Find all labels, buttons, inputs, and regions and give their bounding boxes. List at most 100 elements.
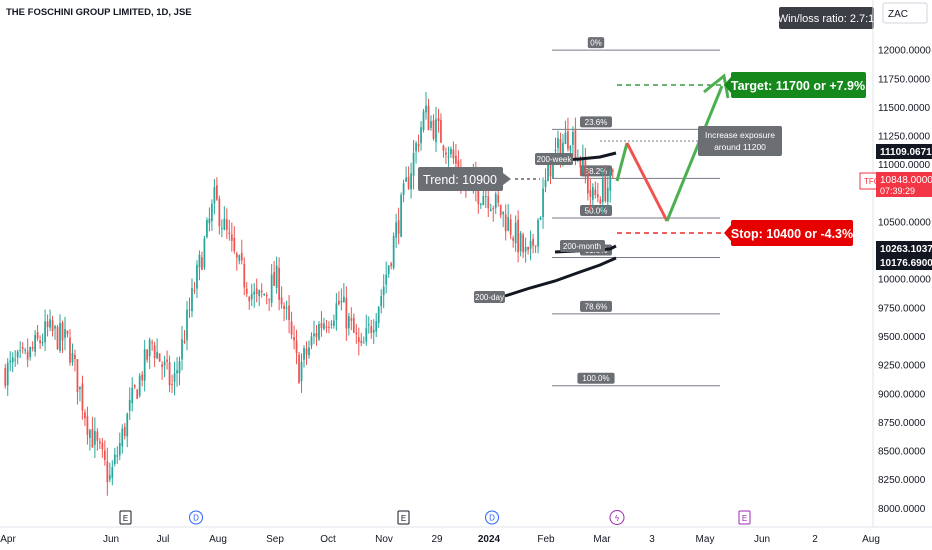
- candle-body: [507, 216, 510, 231]
- candle-body: [29, 347, 32, 357]
- candle-body: [539, 217, 542, 220]
- candle-body: [26, 351, 29, 360]
- candle-body: [203, 238, 206, 268]
- time-axis-tick: Aug: [862, 534, 880, 545]
- candle-body: [385, 274, 388, 285]
- candle-body: [440, 119, 442, 143]
- candle-body: [283, 305, 285, 309]
- price-axis-tick: 12000.0000: [878, 46, 931, 57]
- candle-body: [273, 271, 276, 286]
- candle-body: [278, 267, 280, 300]
- candle-body: [218, 198, 221, 227]
- candle-body: [118, 443, 121, 456]
- candle-body: [71, 352, 74, 363]
- candle-body: [527, 246, 529, 250]
- candle-body: [206, 219, 208, 238]
- candle-body: [108, 475, 111, 480]
- candle-body: [303, 347, 305, 360]
- candle-body: [579, 157, 582, 168]
- time-axis-tick: 2: [812, 534, 818, 545]
- candle-body: [81, 383, 84, 411]
- ma-week-label-box: [535, 153, 573, 165]
- candle-body: [121, 428, 124, 447]
- candle-body: [370, 325, 373, 333]
- price-axis-tick: 11750.0000: [878, 74, 931, 85]
- stop-box-pointer: [724, 225, 731, 241]
- trend-box-pointer: [503, 173, 511, 185]
- candle-body: [101, 442, 104, 450]
- candle-body: [502, 211, 505, 215]
- candle-body: [166, 359, 168, 362]
- candle-body: [86, 416, 89, 435]
- candle-body: [487, 196, 490, 209]
- candle-body: [584, 160, 587, 175]
- candle-body: [442, 145, 445, 151]
- candle-body: [330, 323, 333, 325]
- fibonacci-retracement[interactable]: 0%23.6%38.2%50.0%61.8%78.6%100.0%: [552, 37, 720, 387]
- candle-body: [365, 328, 368, 342]
- time-axis-tick: Jun: [103, 534, 119, 545]
- candle-body: [298, 354, 300, 384]
- candle-body: [382, 286, 385, 296]
- dividend-icon[interactable]: [485, 510, 499, 525]
- candle-body: [482, 196, 485, 206]
- fib-level-label: 23.6%: [585, 118, 608, 127]
- candle-body: [494, 193, 497, 209]
- candle-body: [333, 320, 335, 326]
- candle-body: [572, 131, 574, 145]
- candle-body: [604, 176, 607, 201]
- candle-body: [320, 323, 323, 328]
- candle-body: [290, 321, 293, 335]
- stop-label: Stop: 10400 or -4.3%: [731, 227, 853, 241]
- candle-body: [9, 360, 12, 363]
- candle-body: [245, 288, 248, 294]
- fib-level-label: 50.0%: [585, 206, 608, 215]
- candle-body: [340, 300, 343, 303]
- candle-body: [377, 306, 380, 323]
- candle-body: [586, 174, 589, 194]
- candle-body: [141, 374, 144, 381]
- price-axis[interactable]: 12000.0000 11750.0000 11500.0000 11250.0000…: [878, 46, 931, 515]
- candle-body: [450, 148, 452, 155]
- earnings-icon[interactable]: [119, 510, 132, 525]
- candle-body: [96, 431, 99, 441]
- candle-body: [432, 120, 435, 139]
- earnings-icon[interactable]: [397, 510, 410, 525]
- candle-body: [564, 132, 567, 144]
- candle-body: [562, 142, 564, 160]
- currency-box[interactable]: [882, 2, 928, 24]
- candle-body: [554, 149, 557, 152]
- ma-month-label-box: [560, 240, 605, 252]
- dividend-icon[interactable]: [189, 510, 203, 525]
- last-price-tag: [876, 172, 932, 197]
- price-axis-tick: 8750.0000: [878, 418, 926, 429]
- time-axis[interactable]: Apr Jun Jul Aug Sep Oct Nov 29 2024 Feb Mar 3 May Jun…: [0, 534, 880, 545]
- flash-icon[interactable]: [609, 510, 625, 525]
- candle-body: [128, 399, 131, 411]
- svg-text:D: D: [489, 514, 495, 523]
- exposure-line-1: Increase exposure: [705, 130, 775, 140]
- candle-body: [479, 203, 482, 205]
- candle-body: [355, 332, 358, 335]
- candle-body: [323, 323, 325, 329]
- earnings-icon[interactable]: [738, 510, 751, 525]
- candle-body: [497, 195, 500, 203]
- candle-body: [158, 353, 161, 362]
- candle-body: [161, 364, 163, 368]
- candle-body: [582, 157, 584, 172]
- price-axis-tick: 8250.0000: [878, 475, 926, 486]
- candle-body: [89, 430, 91, 438]
- candle-body: [477, 187, 480, 205]
- candle-body: [557, 138, 559, 149]
- candle-body: [405, 177, 407, 182]
- candle-body: [216, 185, 218, 200]
- candle-body: [183, 340, 186, 343]
- candle-body: [260, 290, 263, 293]
- time-axis-tick: Sep: [266, 534, 284, 545]
- candle-body: [263, 294, 266, 296]
- candle-body: [347, 316, 350, 329]
- candle-body: [315, 332, 318, 338]
- candle-body: [143, 349, 146, 381]
- candle-body: [191, 287, 193, 312]
